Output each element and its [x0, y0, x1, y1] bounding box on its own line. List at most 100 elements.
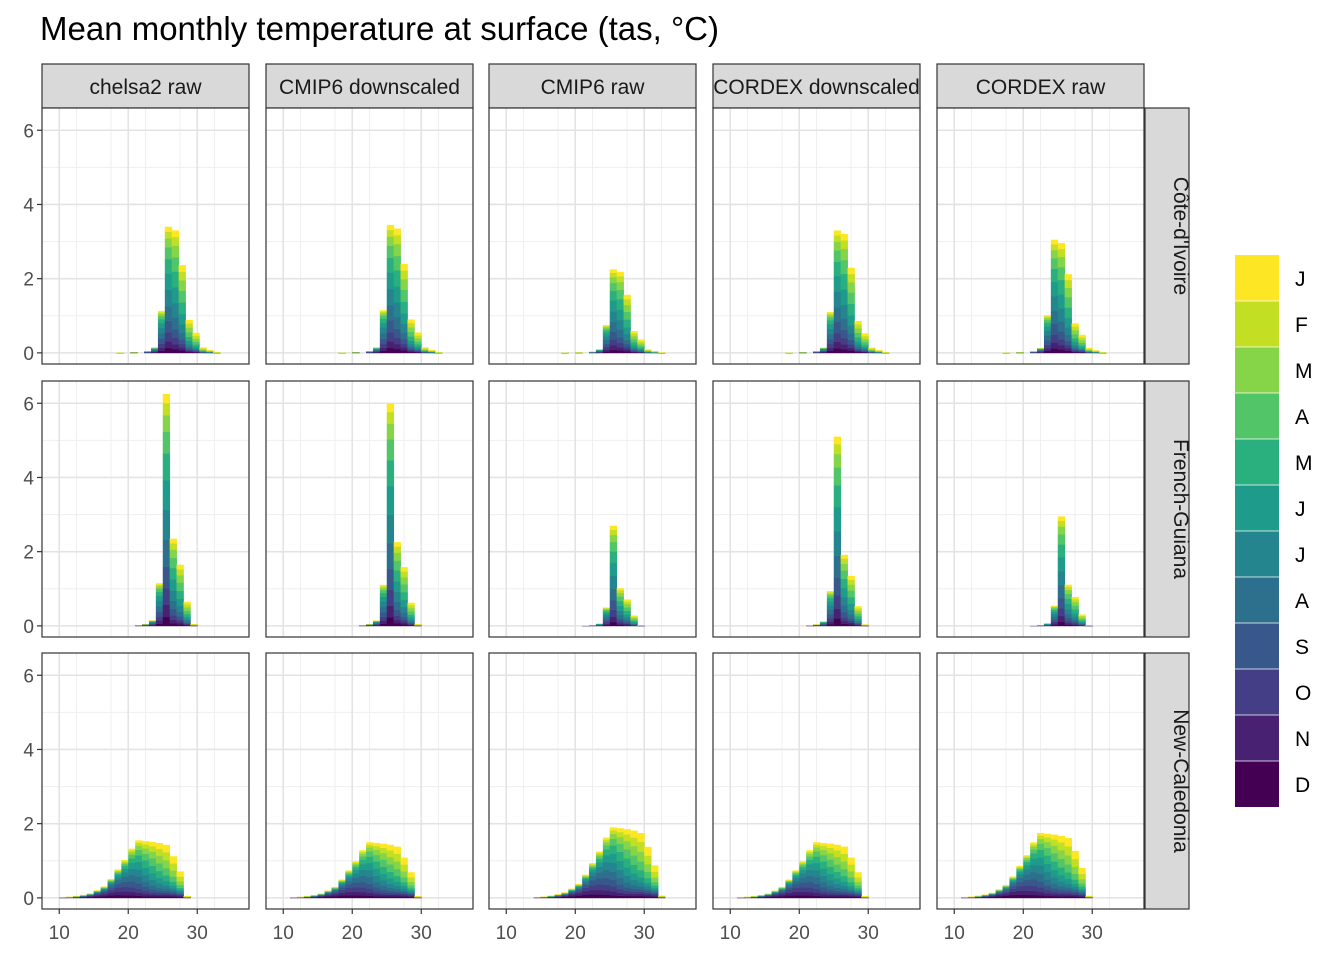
- histogram-bar-segment: [995, 891, 1003, 893]
- histogram-bar-segment: [157, 343, 166, 348]
- histogram-bar-segment: [1064, 340, 1072, 346]
- histogram-bar-segment: [826, 859, 835, 867]
- histogram-bar-segment: [352, 866, 360, 870]
- histogram-bar-segment: [1071, 338, 1079, 343]
- histogram-bar-segment: [651, 877, 659, 883]
- histogram-bar-segment: [771, 892, 779, 894]
- histogram-bar-segment: [785, 880, 793, 881]
- histogram-bar-segment: [602, 330, 611, 334]
- histogram-bar-segment: [1064, 892, 1072, 895]
- histogram-bar-segment: [826, 592, 835, 594]
- histogram-bar-segment: [771, 892, 779, 894]
- histogram-bar-segment: [623, 890, 631, 894]
- histogram-bar-segment: [840, 891, 848, 894]
- histogram-bar-segment: [623, 349, 631, 352]
- histogram-bar-segment: [352, 882, 360, 888]
- histogram-bar-segment: [176, 582, 184, 591]
- histogram-bar-segment: [338, 889, 346, 893]
- histogram-bar-segment: [1078, 894, 1086, 896]
- x-tick-label: 20: [1013, 923, 1034, 944]
- histogram-bar-segment: [393, 316, 401, 329]
- histogram-bar-segment: [155, 591, 164, 596]
- histogram-bar-segment: [595, 852, 604, 855]
- legend-entry: J: [1235, 484, 1306, 531]
- histogram-bar-segment: [847, 614, 855, 619]
- histogram-bar-segment: [176, 889, 184, 892]
- histogram-bar-segment: [379, 623, 388, 627]
- histogram-bar-segment: [324, 892, 332, 893]
- histogram-bar-segment: [414, 348, 422, 350]
- histogram-bar-segment: [792, 880, 800, 885]
- histogram-bar-segment: [151, 351, 159, 353]
- histogram-bar-segment: [1085, 347, 1093, 350]
- histogram-bar-segment: [616, 884, 624, 890]
- histogram-bar-segment: [386, 856, 395, 865]
- histogram-bar-segment: [400, 347, 408, 351]
- histogram-bar-segment: [155, 843, 164, 849]
- histogram-bar-segment: [128, 874, 136, 882]
- histogram-bar-segment: [151, 352, 159, 354]
- histogram-bar-segment: [379, 589, 388, 594]
- histogram-bar-segment: [400, 313, 408, 325]
- histogram-bar-segment: [121, 872, 129, 878]
- histogram-bar-segment: [854, 608, 862, 611]
- histogram-bar-segment: [331, 892, 339, 895]
- histogram-bar-segment: [840, 273, 848, 290]
- histogram-bar-segment: [379, 601, 388, 608]
- histogram-bar-segment: [1037, 891, 1045, 896]
- histogram-bar-segment: [630, 348, 638, 351]
- histogram-bar-segment: [833, 850, 842, 858]
- histogram-bar-segment: [609, 300, 618, 312]
- histogram-bar-segment: [826, 894, 835, 897]
- histogram-bar-segment: [568, 890, 576, 891]
- histogram-bar-segment: [602, 894, 611, 899]
- histogram-bar-segment: [637, 893, 645, 897]
- histogram-bar-segment: [155, 611, 164, 617]
- histogram-bar-segment: [1085, 895, 1093, 897]
- facet-panel: [936, 380, 1145, 638]
- histogram-bar-segment: [114, 879, 122, 884]
- histogram-bar-segment: [644, 890, 652, 893]
- histogram-bar-segment: [575, 887, 583, 889]
- histogram-bar-segment: [1078, 624, 1086, 626]
- histogram-bar-segment: [162, 885, 171, 889]
- histogram-bar-segment: [750, 897, 759, 899]
- histogram-bar-segment: [100, 887, 108, 888]
- histogram-bar-segment: [93, 892, 102, 893]
- histogram-bar-segment: [164, 247, 173, 260]
- histogram-bar-segment: [1064, 344, 1072, 349]
- histogram-bar-segment: [407, 327, 415, 333]
- histogram-bar-segment: [386, 403, 395, 413]
- histogram-bar-segment: [386, 341, 395, 349]
- histogram-bar-segment: [644, 855, 652, 865]
- histogram-bar-segment: [1071, 621, 1079, 624]
- histogram-bar-segment: [1064, 622, 1072, 625]
- histogram-bar-segment: [176, 598, 184, 607]
- histogram-bar-segment: [393, 581, 401, 593]
- histogram-bar-segment: [1043, 841, 1052, 849]
- histogram-bar-segment: [183, 622, 191, 624]
- histogram-bar-segment: [1050, 896, 1059, 899]
- histogram-bar-segment: [1078, 896, 1086, 899]
- histogram-bar-segment: [995, 890, 1003, 892]
- histogram-bar-segment: [1050, 891, 1059, 895]
- histogram-bar-segment: [651, 350, 659, 352]
- histogram-bar-segment: [1057, 349, 1066, 354]
- histogram-bar-segment: [428, 351, 436, 353]
- histogram-bar-segment: [1057, 889, 1066, 893]
- histogram-bar-segment: [819, 351, 828, 353]
- histogram-bar-segment: [1002, 893, 1010, 897]
- histogram-bar-segment: [575, 884, 583, 886]
- histogram-bar-segment: [637, 861, 645, 871]
- histogram-bar-segment: [352, 862, 360, 864]
- histogram-bar-segment: [148, 623, 157, 625]
- histogram-bar-segment: [176, 892, 184, 894]
- histogram-bar-segment: [107, 885, 115, 888]
- histogram-bar-segment: [785, 881, 793, 883]
- histogram-bar-segment: [1016, 866, 1024, 869]
- histogram-bar-segment: [840, 892, 848, 895]
- histogram-bar-segment: [602, 608, 611, 611]
- histogram-bar-segment: [1016, 886, 1024, 891]
- histogram-bar-segment: [183, 625, 191, 627]
